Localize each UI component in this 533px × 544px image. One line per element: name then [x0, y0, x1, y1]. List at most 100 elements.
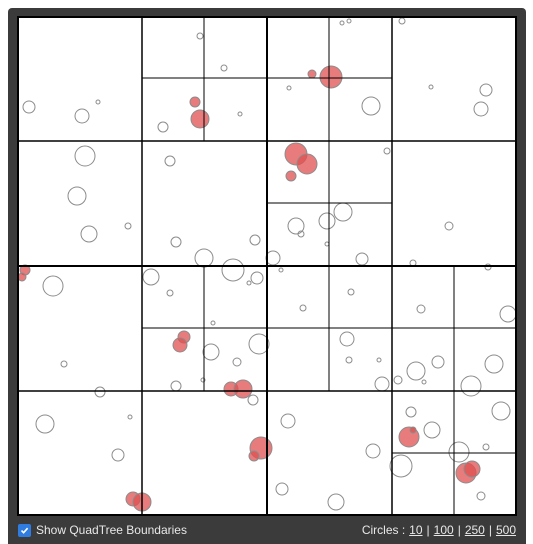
circle — [67, 186, 87, 206]
circle — [237, 111, 243, 117]
circle — [194, 248, 214, 268]
circle — [406, 361, 426, 381]
circle — [142, 268, 160, 286]
circle — [265, 250, 281, 266]
circle — [347, 288, 355, 296]
circle — [220, 64, 228, 72]
circle — [127, 414, 133, 420]
quadtree-checkbox[interactable] — [18, 523, 31, 537]
circle — [355, 252, 369, 266]
circle — [479, 83, 493, 97]
circle — [170, 380, 182, 392]
circle — [210, 320, 216, 326]
circle — [460, 375, 482, 397]
circle — [299, 304, 307, 312]
circle — [42, 275, 64, 297]
quadtree-scene — [17, 16, 517, 516]
count-option-500[interactable]: 500 — [495, 523, 516, 537]
quadtree-toggle-label: Show QuadTree Boundaries — [36, 523, 187, 537]
count-separator: | — [457, 523, 461, 537]
colliding-circle — [172, 337, 188, 353]
circle — [94, 386, 106, 398]
circle — [164, 155, 176, 167]
circle — [361, 96, 381, 116]
circle — [324, 241, 330, 247]
count-option-250[interactable]: 250 — [464, 523, 485, 537]
circle — [286, 85, 292, 91]
circle — [383, 147, 391, 155]
check-icon — [20, 527, 29, 534]
count-separator: | — [488, 523, 492, 537]
circle — [111, 448, 125, 462]
colliding-circle — [296, 153, 318, 175]
circle-count-label: Circles : — [361, 523, 406, 537]
circle-layer — [17, 17, 517, 512]
count-option-10[interactable]: 10 — [409, 523, 423, 537]
circle — [484, 354, 504, 374]
circle — [202, 343, 220, 361]
circle — [491, 401, 511, 421]
circle — [376, 357, 382, 363]
circle — [170, 236, 182, 248]
circle — [232, 357, 242, 367]
circle — [374, 376, 390, 392]
circle — [196, 32, 204, 40]
circle — [95, 99, 101, 105]
colliding-circle — [248, 450, 260, 462]
circle — [297, 230, 305, 238]
colliding-circle — [307, 69, 317, 79]
circle — [280, 413, 296, 429]
colliding-circle — [233, 379, 253, 399]
circle — [60, 360, 68, 368]
circle — [166, 289, 174, 297]
circle — [275, 482, 289, 496]
circle — [405, 406, 417, 418]
count-option-100[interactable]: 100 — [433, 523, 454, 537]
circle — [499, 305, 517, 323]
circle-count-selector: Circles : 10 | 100 | 250 | 500 — [362, 523, 516, 537]
circle — [398, 17, 406, 25]
circle — [421, 379, 427, 385]
circle — [448, 441, 470, 463]
circle — [250, 271, 264, 285]
circle — [389, 454, 413, 478]
colliding-circle — [285, 170, 297, 182]
colliding-circle — [463, 460, 481, 478]
circle — [246, 280, 252, 286]
circle — [423, 421, 441, 439]
circle — [248, 333, 270, 355]
control-bar: Show QuadTree Boundaries Circles : 10 | … — [8, 518, 526, 544]
colliding-circle — [190, 109, 210, 129]
circle — [393, 375, 403, 385]
circle — [247, 394, 259, 406]
circle — [278, 267, 284, 273]
circle — [157, 121, 169, 133]
count-separator: | — [426, 523, 430, 537]
quadtree-boundaries — [17, 16, 517, 516]
circle — [473, 101, 489, 117]
quadtree-toggle[interactable]: Show QuadTree Boundaries — [18, 523, 187, 537]
circle — [416, 304, 426, 314]
colliding-circle — [319, 65, 343, 89]
circle — [249, 234, 261, 246]
circle — [339, 20, 345, 26]
circle — [221, 258, 245, 282]
circle — [444, 221, 454, 231]
simulation-canvas[interactable] — [17, 16, 517, 516]
colliding-circle — [409, 426, 417, 434]
circle — [345, 356, 353, 364]
circle — [74, 145, 96, 167]
circle — [365, 443, 381, 459]
circle — [333, 202, 353, 222]
circle — [346, 18, 352, 24]
circle — [431, 355, 445, 369]
circle — [124, 222, 132, 230]
circle — [200, 377, 206, 383]
circle — [476, 491, 486, 501]
colliding-circle — [189, 96, 201, 108]
circle — [339, 331, 355, 347]
circle — [318, 212, 336, 230]
circle — [482, 443, 490, 451]
circle — [327, 493, 345, 511]
circle — [22, 100, 36, 114]
